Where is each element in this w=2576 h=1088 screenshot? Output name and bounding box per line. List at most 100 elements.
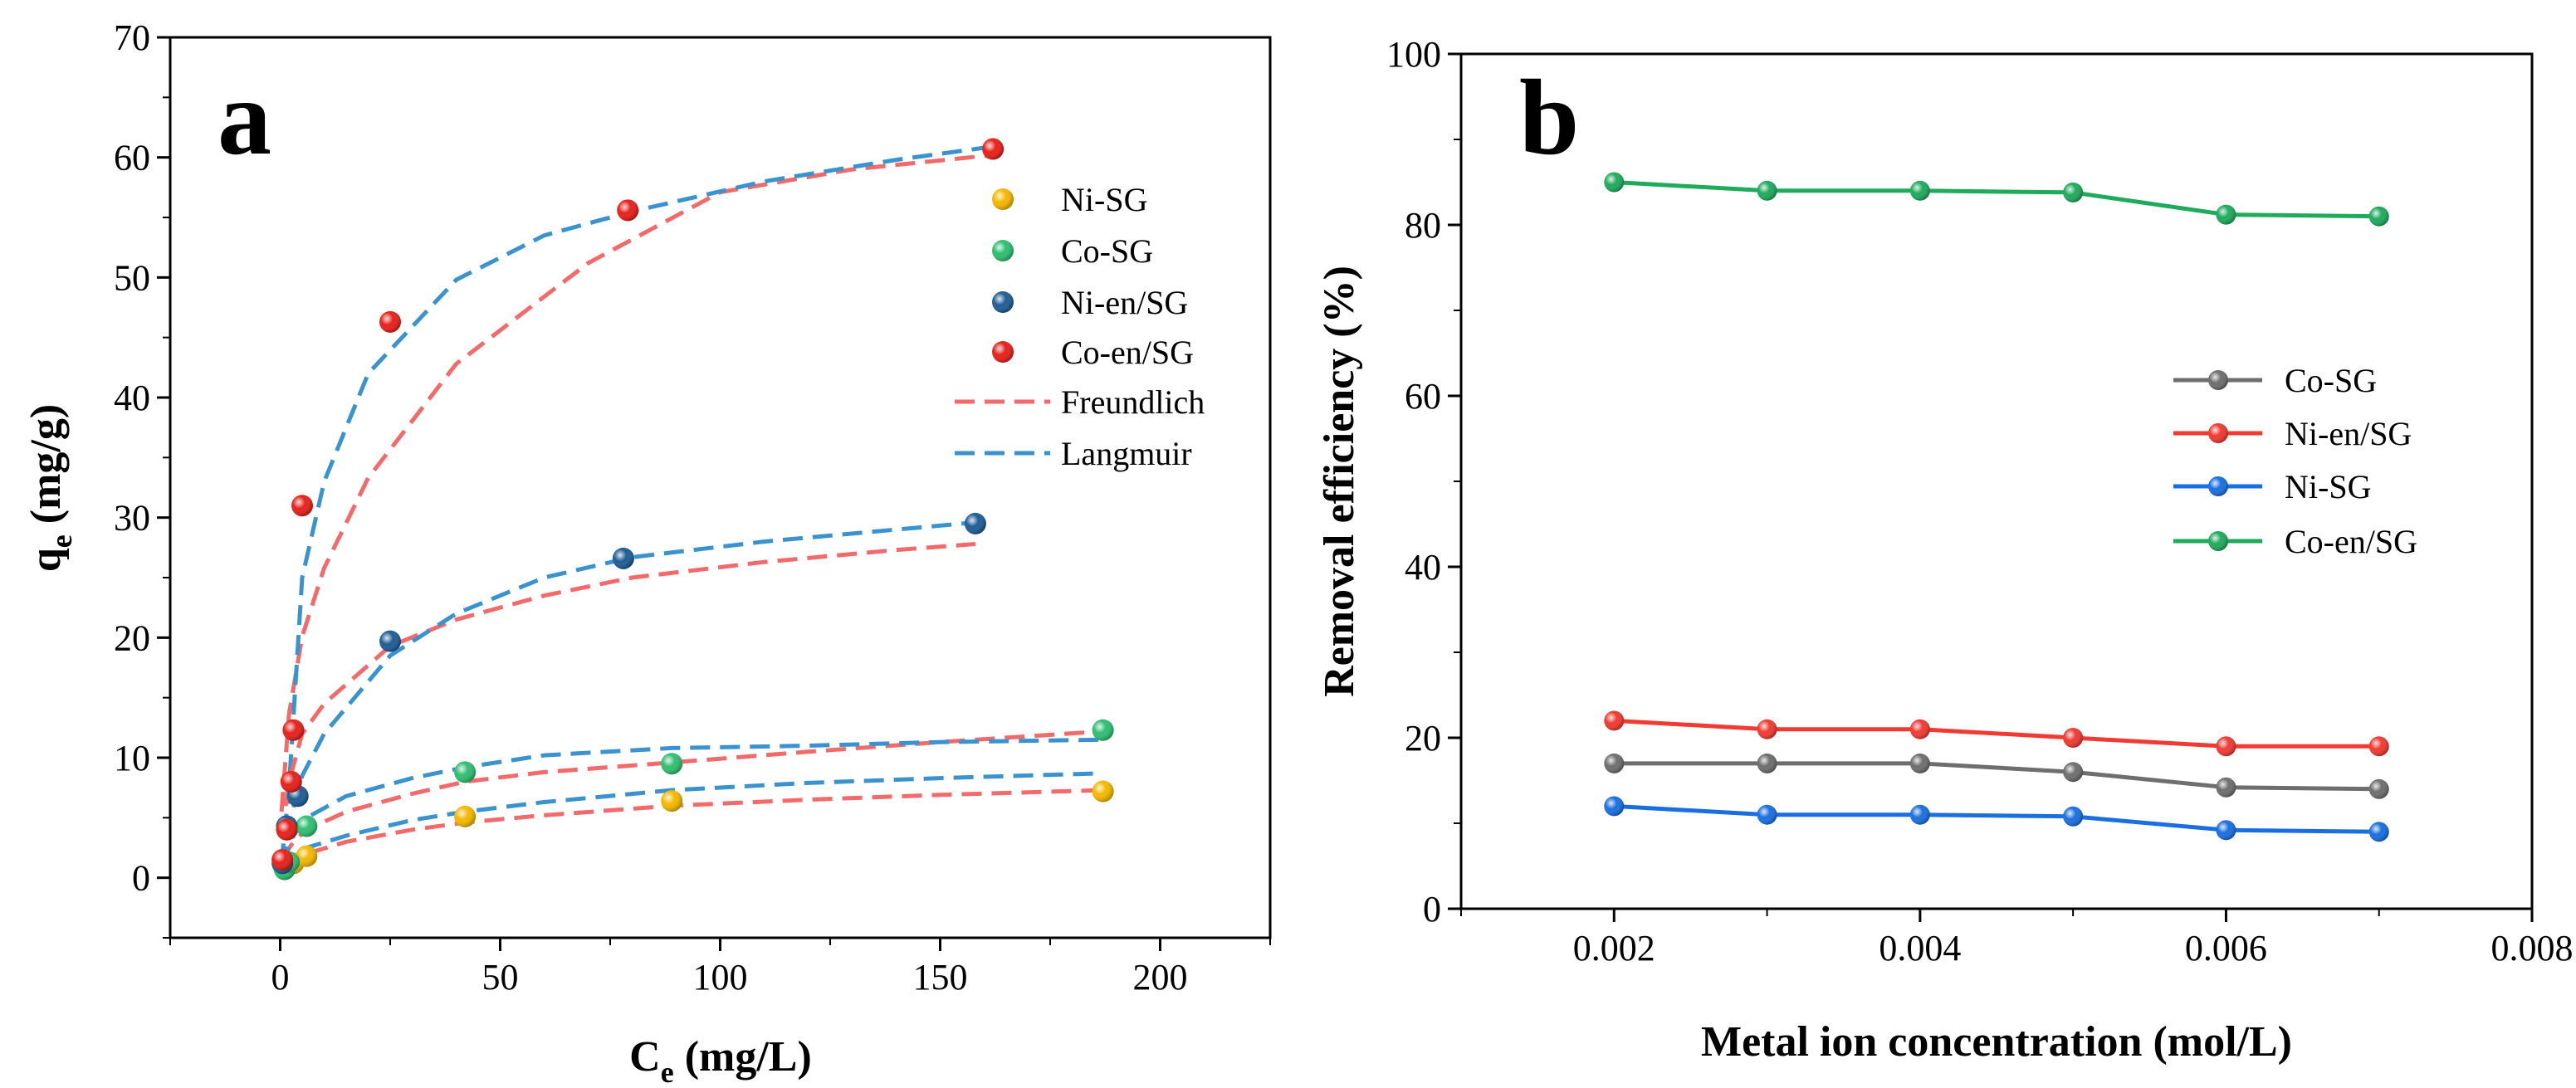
series-point-shading (2368, 206, 2389, 227)
panel-b-y-tick-label: 0 (1423, 889, 1441, 929)
series-point-shading (2063, 762, 2084, 783)
data-point-shading (454, 761, 477, 783)
legend-b-item-co-sg: Co-SG (2173, 362, 2377, 399)
panel-a-y-tick-label: 60 (114, 138, 150, 178)
data-point-shading (617, 199, 639, 222)
data-point-shading (271, 848, 294, 871)
series-point-shading (1604, 753, 1625, 773)
legend-b-item-ni-sg: Ni-SG (2173, 468, 2371, 505)
panel-b-series-lines (1604, 172, 2389, 842)
panel-a-x-tick-label: 50 (482, 957, 519, 998)
panel-a: 0 10 20 30 40 50 60 70 0 50 100 150 200 a qe (mg/g)… (22, 17, 1272, 1088)
panel-a-fit-curves (279, 144, 1103, 874)
panel-a-x-tick-label: 150 (913, 957, 968, 998)
series-point-shading (1604, 796, 1625, 817)
panel-b-x-tick-label: 0.004 (1879, 928, 1961, 968)
panel-b-y-tick-label: 80 (1405, 205, 1441, 246)
panel-a-y-ticks: 0 10 20 30 40 50 60 70 (114, 17, 170, 939)
data-point-shading (296, 815, 318, 837)
series-line-ni-sg (1614, 803, 2379, 834)
legend-label-ni-en-sg: Ni-en/SG (1061, 284, 1188, 321)
data-point-shading (379, 630, 401, 652)
fit-curve-freundlich (279, 542, 976, 837)
legend-label-freundlich: Freundlich (1061, 383, 1205, 421)
series-point-shading (2368, 736, 2389, 757)
panel-b-x-ticks: 0.002 0.004 0.006 0.008 (1460, 909, 2574, 968)
series-point-shading (2216, 777, 2236, 798)
panel-b-y-tick-label: 20 (1405, 718, 1441, 759)
panel-b-legend: Co-SG Ni-en/SG Ni-SG Co-en/SG (2173, 362, 2417, 560)
legend-item-ni-sg: Ni-SG (992, 181, 1147, 218)
series-line-ni-en-sg (1614, 718, 2379, 749)
legend-item-langmuir: Langmuir (955, 435, 1192, 472)
panel-a-y-tick-label: 20 (114, 617, 150, 658)
series-point-shading (2216, 820, 2236, 841)
data-point-shading (291, 495, 313, 517)
panel-a-y-tick-label: 30 (114, 498, 150, 539)
series-line-co-en-sg (1614, 180, 2379, 219)
data-point-shading (661, 753, 683, 775)
series-point-shading (1604, 172, 1625, 193)
data-point-shading (661, 790, 683, 812)
panel-a-y-tick-label: 40 (114, 378, 150, 418)
legend-b-item-co-en-sg: Co-en/SG (2173, 523, 2417, 560)
series-point-shading (1909, 804, 1930, 825)
panel-b-y-tick-label: 60 (1405, 376, 1441, 417)
panel-b-x-axis-title: Metal ion concentration (mol/L) (1701, 1018, 2292, 1066)
series-point-shading (1757, 719, 1777, 739)
data-point-shading (612, 547, 634, 569)
series-point-shading (1757, 753, 1777, 773)
panel-b-y-tick-label: 100 (1386, 34, 1441, 75)
legend-b-label-ni-en-sg: Ni-en/SG (2285, 415, 2412, 452)
series-point-shading (1757, 804, 1777, 825)
panel-a-x-axis-title: Ce (mg/L) (629, 1033, 812, 1088)
series-point-shading (1757, 180, 1777, 201)
series-point-shading (1909, 719, 1930, 739)
data-point-shading (379, 310, 401, 333)
data-point-shading (282, 719, 305, 741)
panel-a-y-tick-label: 70 (114, 17, 150, 58)
series-point-shading (2216, 204, 2236, 225)
panel-b-y-ticks: 0 20 40 60 80 100 (1386, 34, 1461, 929)
fit-curve-langmuir (279, 520, 976, 866)
legend-item-freundlich: Freundlich (955, 383, 1205, 421)
panel-a-x-tick-label: 100 (693, 957, 748, 998)
panel-a-data-points (271, 138, 1114, 881)
legend-label-ni-sg: Ni-SG (1061, 181, 1147, 218)
panel-a-y-tick-label: 50 (114, 257, 150, 298)
legend-item-co-en-sg: Co-en/SG (992, 334, 1194, 371)
panel-a-y-axis-title: qe (mg/g) (22, 404, 78, 572)
legend-b-label-co-en-sg: Co-en/SG (2285, 523, 2417, 560)
panel-b: 0 20 40 60 80 100 0.002 0.004 0.006 0.008 b Remo… (1316, 34, 2574, 1066)
series-point-shading (2063, 728, 2084, 748)
data-point-shading (1092, 780, 1114, 803)
panel-b-x-tick-label: 0.002 (1573, 928, 1655, 968)
panel-a-frame (169, 36, 1272, 939)
panel-b-x-tick-label: 0.006 (2185, 928, 2267, 968)
series-point-shading (2368, 778, 2389, 799)
legend-label-langmuir: Langmuir (1061, 435, 1192, 472)
series-point-shading (2368, 822, 2389, 842)
data-point-shading (982, 138, 1004, 160)
series-point-shading (1909, 753, 1930, 773)
panel-a-x-tick-label: 0 (271, 957, 290, 998)
data-point-shading (280, 770, 302, 793)
series-point-shading (1909, 180, 1930, 201)
fit-curve-langmuir (279, 737, 1103, 867)
panel-b-x-tick-label: 0.008 (2491, 928, 2574, 968)
legend-label-co-en-sg: Co-en/SG (1061, 334, 1194, 371)
fit-curve-langmuir (280, 771, 1103, 874)
legend-label-co-sg: Co-SG (1061, 232, 1153, 270)
fit-curve-freundlich (280, 788, 1103, 868)
legend-item-co-sg: Co-SG (992, 232, 1153, 270)
legend-b-label-ni-sg: Ni-SG (2285, 468, 2371, 505)
series-point-shading (2063, 182, 2084, 202)
panel-a-x-ticks: 0 50 100 150 200 (169, 938, 1271, 998)
series-point-shading (2063, 806, 2084, 827)
data-point-shading (296, 845, 318, 867)
legend-b-item-ni-en-sg: Ni-en/SG (2173, 415, 2412, 452)
legend-item-ni-en-sg: Ni-en/SG (992, 284, 1188, 321)
data-point-shading (276, 818, 298, 841)
data-point-shading (964, 512, 986, 534)
